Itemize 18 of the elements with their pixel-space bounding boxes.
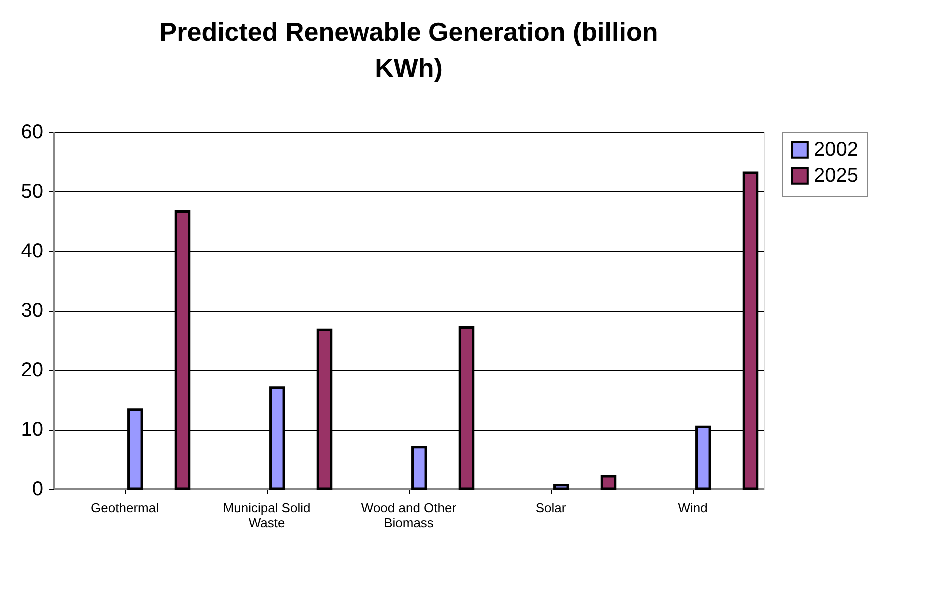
y-tick-label: 10 <box>21 419 44 441</box>
chart-title: Predicted Renewable Generation (billion KWh) <box>160 17 658 83</box>
y-tick-label: 60 <box>21 122 44 144</box>
y-tick-label: 50 <box>21 181 44 203</box>
y-tick-label: 0 <box>32 478 44 500</box>
bar <box>600 475 617 490</box>
x-tick-label: Wood and Other Biomass <box>361 500 458 530</box>
x-tick-label: Geothermal <box>91 500 160 516</box>
x-tick-label: Solar <box>536 500 567 516</box>
y-tick-label: 40 <box>21 240 44 262</box>
bar <box>554 484 570 490</box>
x-tick-label: Municipal Solid Waste <box>223 500 311 530</box>
legend-label: 2002 <box>814 139 858 161</box>
x-tick-label: Wind <box>678 500 708 516</box>
legend-label: 2025 <box>814 165 858 187</box>
y-tick-label: 30 <box>21 300 44 322</box>
y-tick-label: 20 <box>21 360 44 382</box>
bar <box>412 446 428 490</box>
